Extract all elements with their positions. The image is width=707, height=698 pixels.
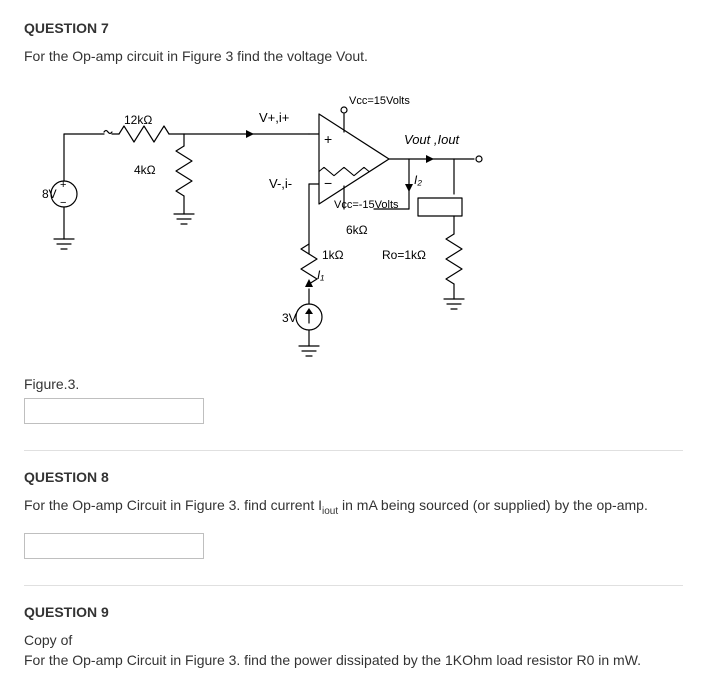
vcc-plus-label: Vcc=15Volts <box>349 95 410 107</box>
q8-header: QUESTION 8 <box>24 469 683 485</box>
i2-label: I₂ <box>414 173 422 187</box>
figure-label: Figure.3. <box>24 376 683 392</box>
src-3v-label: 3V <box>282 311 297 325</box>
src-8v-label: 8V <box>42 187 57 201</box>
src-8v-plus: + <box>60 179 66 191</box>
q9-header: QUESTION 9 <box>24 604 683 620</box>
divider <box>24 585 683 586</box>
circuit-diagram: 8V + − 12kΩ <box>34 74 514 374</box>
i1-label: I₁ <box>317 268 324 282</box>
opamp-plus-sign: + <box>324 131 332 147</box>
q7-prompt: For the Op-amp circuit in Figure 3 find … <box>24 48 683 64</box>
question-7-block: QUESTION 7 For the Op-amp circuit in Fig… <box>24 20 683 424</box>
src-8v-minus: − <box>60 197 66 209</box>
vminus-label: V-,i- <box>269 176 292 191</box>
r-6k-label: 6kΩ <box>346 223 368 237</box>
r-1k-label: 1kΩ <box>322 248 344 262</box>
q8-prompt: For the Op-amp Circuit in Figure 3. find… <box>24 497 683 517</box>
question-9-block: QUESTION 9 Copy of For the Op-amp Circui… <box>24 604 683 668</box>
q9-copyof: Copy of <box>24 632 683 648</box>
q9-prompt: For the Op-amp Circuit in Figure 3. find… <box>24 652 683 668</box>
divider <box>24 450 683 451</box>
r-4k-label: 4kΩ <box>134 163 156 177</box>
r-load-label: Ro=1kΩ <box>382 248 426 262</box>
opamp-minus-sign: − <box>324 175 332 191</box>
q8-answer-input[interactable] <box>24 533 204 559</box>
q7-answer-input[interactable] <box>24 398 204 424</box>
q7-header: QUESTION 7 <box>24 20 683 36</box>
vout-label: Vout ,Iout <box>404 132 461 147</box>
r-12k-label: 12kΩ <box>124 113 152 127</box>
vplus-label: V+,i+ <box>259 110 289 125</box>
question-8-block: QUESTION 8 For the Op-amp Circuit in Fig… <box>24 469 683 559</box>
